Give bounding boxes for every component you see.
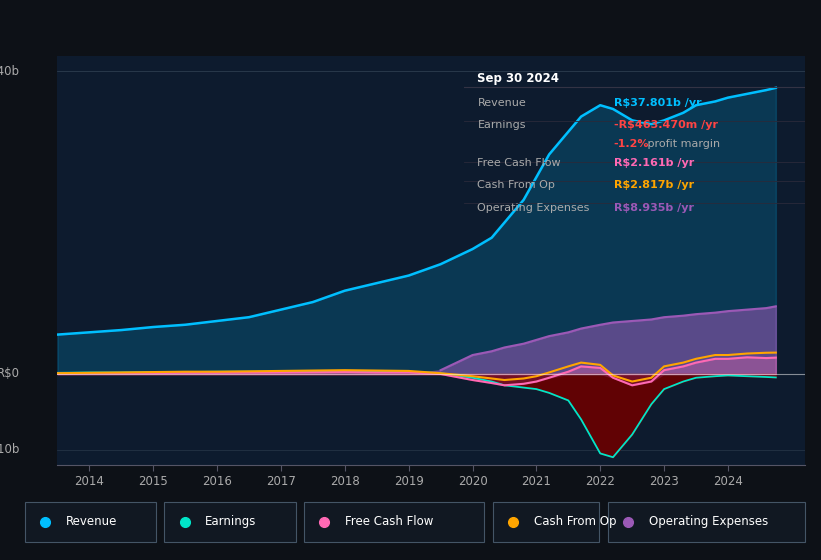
Text: Cash From Op: Cash From Op (534, 515, 616, 528)
Text: -1.2%: -1.2% (614, 139, 649, 149)
Text: R$0: R$0 (0, 367, 21, 380)
FancyBboxPatch shape (304, 502, 484, 542)
Text: R$2.161b /yr: R$2.161b /yr (614, 158, 694, 168)
FancyBboxPatch shape (25, 502, 156, 542)
Text: Earnings: Earnings (205, 515, 257, 528)
Text: -R$10b: -R$10b (0, 443, 21, 456)
Text: Earnings: Earnings (478, 120, 526, 130)
Text: Cash From Op: Cash From Op (478, 180, 555, 190)
Text: profit margin: profit margin (644, 139, 721, 149)
Text: R$2.817b /yr: R$2.817b /yr (614, 180, 694, 190)
Text: Operating Expenses: Operating Expenses (649, 515, 768, 528)
Text: Operating Expenses: Operating Expenses (478, 203, 589, 213)
FancyBboxPatch shape (608, 502, 805, 542)
Text: Revenue: Revenue (66, 515, 117, 528)
Text: Revenue: Revenue (478, 98, 526, 108)
Text: R$8.935b /yr: R$8.935b /yr (614, 203, 694, 213)
Text: R$40b: R$40b (0, 64, 21, 78)
Text: Sep 30 2024: Sep 30 2024 (478, 72, 559, 85)
Text: Free Cash Flow: Free Cash Flow (345, 515, 433, 528)
Text: R$37.801b /yr: R$37.801b /yr (614, 98, 701, 108)
FancyBboxPatch shape (493, 502, 599, 542)
Text: -R$463.470m /yr: -R$463.470m /yr (614, 120, 718, 130)
FancyBboxPatch shape (164, 502, 296, 542)
Text: Free Cash Flow: Free Cash Flow (478, 158, 561, 168)
